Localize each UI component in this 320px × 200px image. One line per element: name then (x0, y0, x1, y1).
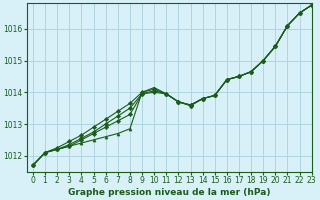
X-axis label: Graphe pression niveau de la mer (hPa): Graphe pression niveau de la mer (hPa) (68, 188, 270, 197)
